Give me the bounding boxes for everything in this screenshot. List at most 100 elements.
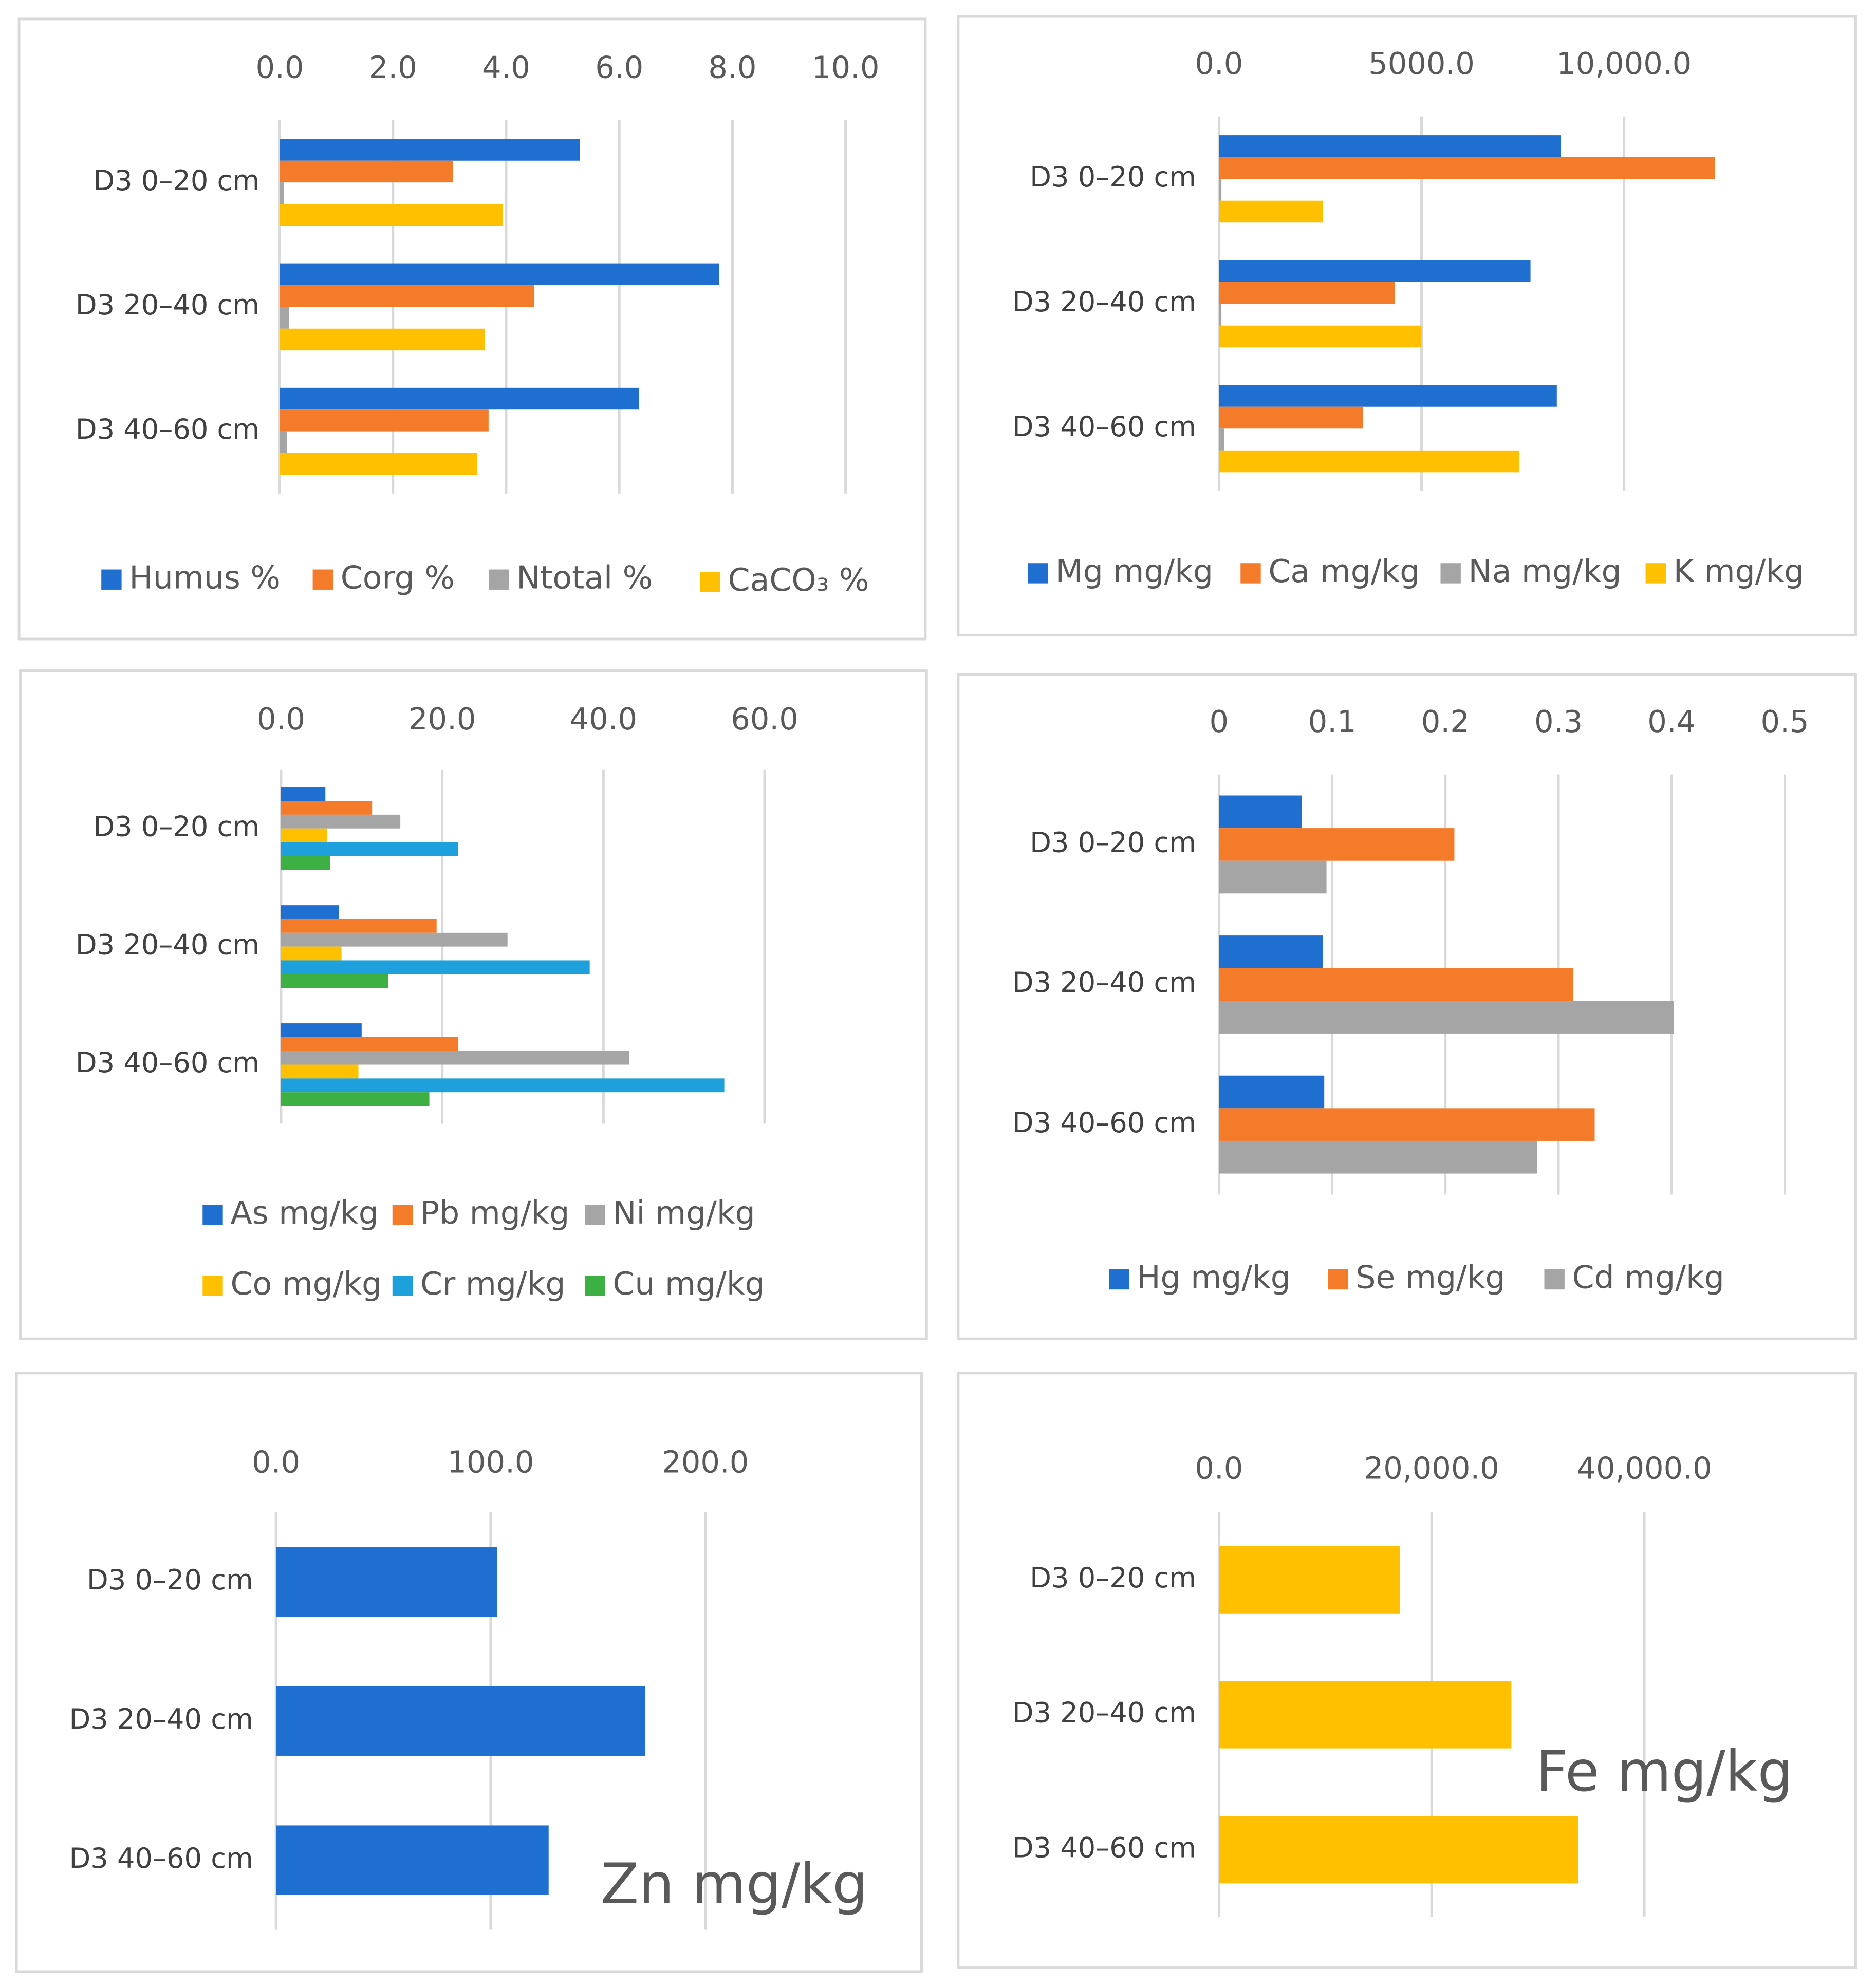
series-label: Fe mg/kg (1536, 1739, 1793, 1804)
bar (1219, 828, 1455, 861)
bar (280, 285, 535, 307)
y-tick-label: D3 40–60 cm (1012, 1106, 1196, 1139)
bar (1219, 1546, 1400, 1614)
legend-swatch (392, 1276, 413, 1296)
y-tick-label: D3 0–20 cm (93, 164, 259, 197)
bar (1219, 428, 1224, 451)
bar (281, 960, 590, 974)
bar (281, 974, 388, 988)
legend-label: Corg % (341, 559, 455, 596)
panel (15, 1372, 923, 1973)
y-tick-label: D3 40–60 cm (1012, 1831, 1196, 1864)
bar (280, 387, 639, 410)
bar (1219, 795, 1302, 829)
x-tick-label: 200.0 (662, 1444, 749, 1479)
y-tick-label: D3 20–40 cm (76, 928, 259, 961)
bar (281, 946, 342, 961)
x-tick-label: 10.0 (812, 50, 880, 85)
bar (280, 307, 289, 329)
bar (280, 204, 503, 226)
x-tick-label: 20.0 (408, 701, 476, 737)
series-label: Zn mg/kg (601, 1851, 868, 1917)
legend-swatch (585, 1276, 605, 1296)
y-tick-label: D3 0–20 cm (1030, 1562, 1196, 1594)
panel (957, 1372, 1857, 1970)
bar (280, 453, 477, 475)
x-tick-label: 0.0 (257, 701, 305, 737)
x-tick-label: 0.0 (252, 1444, 300, 1479)
legend-label: Se mg/kg (1355, 1259, 1505, 1296)
bar (276, 1825, 549, 1895)
x-tick-label: 40,000.0 (1576, 1451, 1712, 1486)
bar (281, 905, 339, 919)
legend-swatch (1544, 1269, 1565, 1290)
panel (19, 669, 928, 1340)
bar (280, 431, 287, 453)
legend-label: Co mg/kg (230, 1265, 382, 1302)
y-tick-label: D3 20–40 cm (1012, 286, 1196, 318)
legend-swatch (1240, 563, 1261, 584)
legend-swatch (1109, 1269, 1129, 1290)
bar (1219, 200, 1323, 223)
bar (1219, 325, 1422, 348)
bar (281, 828, 327, 842)
bar (1219, 260, 1531, 282)
bar (280, 182, 284, 204)
legend-swatch (312, 569, 333, 590)
x-tick-label: 6.0 (595, 50, 643, 85)
x-tick-label: 20,000.0 (1364, 1451, 1499, 1486)
y-tick-label: D3 0–20 cm (1030, 161, 1196, 193)
legend-swatch (101, 569, 122, 590)
legend-swatch (392, 1205, 413, 1225)
legend-swatch (1028, 563, 1048, 584)
panel (957, 15, 1857, 637)
x-tick-label: 0.2 (1421, 704, 1470, 739)
legend-label: Na mg/kg (1469, 553, 1622, 590)
bar (1219, 1681, 1512, 1749)
bar (281, 1078, 725, 1093)
x-tick-label: 5000.0 (1368, 46, 1475, 81)
bar (1219, 157, 1716, 179)
x-tick-label: 0.0 (1195, 46, 1243, 81)
legend-label: K mg/kg (1674, 553, 1805, 590)
bar (1219, 450, 1519, 473)
y-tick-label: D3 40–60 cm (69, 1842, 253, 1874)
legend-swatch (585, 1205, 605, 1225)
legend-label: Pb mg/kg (420, 1194, 569, 1231)
y-tick-label: D3 20–40 cm (76, 289, 259, 321)
bar (280, 139, 580, 161)
legend-swatch (202, 1205, 223, 1225)
y-tick-label: D3 20–40 cm (69, 1703, 253, 1735)
legend-label: Ca mg/kg (1268, 553, 1420, 590)
x-tick-label: 8.0 (708, 50, 756, 85)
bar (281, 932, 508, 947)
legend-label: As mg/kg (230, 1194, 378, 1231)
bar (281, 842, 459, 856)
bar (1219, 935, 1323, 968)
legend-swatch (1645, 563, 1666, 584)
bar (281, 814, 401, 829)
bar (1219, 1140, 1537, 1174)
legend-swatch (1328, 1269, 1348, 1290)
bar (276, 1686, 645, 1756)
x-tick-label: 2.0 (369, 50, 417, 85)
y-tick-label: D3 40–60 cm (76, 1046, 259, 1079)
legend-label: Ntotal % (516, 559, 653, 596)
legend-swatch (202, 1276, 223, 1296)
x-tick-label: 0.0 (1195, 1451, 1243, 1486)
bar (281, 856, 330, 870)
bar (280, 263, 719, 285)
x-tick-label: 100.0 (447, 1444, 534, 1479)
legend-label: Humus % (129, 559, 281, 596)
legend-label: Ni mg/kg (612, 1194, 755, 1231)
legend-label: Cd mg/kg (1572, 1259, 1724, 1296)
x-tick-label: 0.3 (1534, 704, 1583, 739)
bar (1219, 1075, 1325, 1109)
x-tick-label: 0.5 (1761, 704, 1809, 739)
y-tick-label: D3 20–40 cm (1012, 966, 1196, 999)
x-tick-label: 0.0 (256, 50, 304, 85)
y-tick-label: D3 20–40 cm (1012, 1697, 1196, 1729)
bar (1219, 304, 1222, 326)
